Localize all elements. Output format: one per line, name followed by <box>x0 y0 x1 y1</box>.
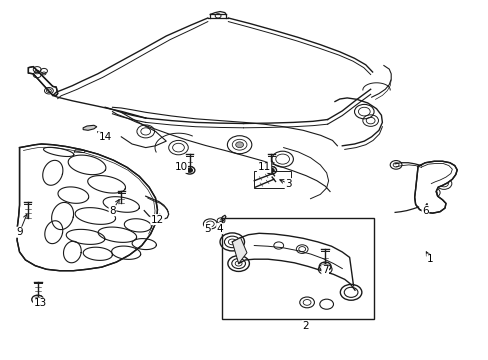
Text: 6: 6 <box>421 206 428 216</box>
Circle shape <box>235 142 243 148</box>
Polygon shape <box>414 161 456 213</box>
Circle shape <box>35 297 41 302</box>
Polygon shape <box>28 67 58 95</box>
Circle shape <box>118 201 124 206</box>
Bar <box>254 171 290 188</box>
Text: 10: 10 <box>174 162 187 172</box>
Text: 7: 7 <box>321 265 328 275</box>
Text: 13: 13 <box>33 298 47 308</box>
Circle shape <box>268 168 274 172</box>
Text: 5: 5 <box>204 224 211 234</box>
Circle shape <box>25 216 31 220</box>
Text: 2: 2 <box>302 321 308 331</box>
Text: 14: 14 <box>98 132 112 142</box>
Text: 4: 4 <box>216 224 223 234</box>
Polygon shape <box>232 238 246 264</box>
Text: 11: 11 <box>257 162 270 172</box>
Text: 8: 8 <box>109 206 116 216</box>
Text: 3: 3 <box>285 179 291 189</box>
Polygon shape <box>83 125 97 130</box>
Text: 12: 12 <box>150 215 164 225</box>
Circle shape <box>322 264 327 269</box>
Text: 1: 1 <box>426 254 433 264</box>
Circle shape <box>186 168 192 172</box>
Polygon shape <box>17 144 157 271</box>
Text: 9: 9 <box>16 227 23 237</box>
Polygon shape <box>121 112 166 148</box>
Bar <box>222 218 373 319</box>
